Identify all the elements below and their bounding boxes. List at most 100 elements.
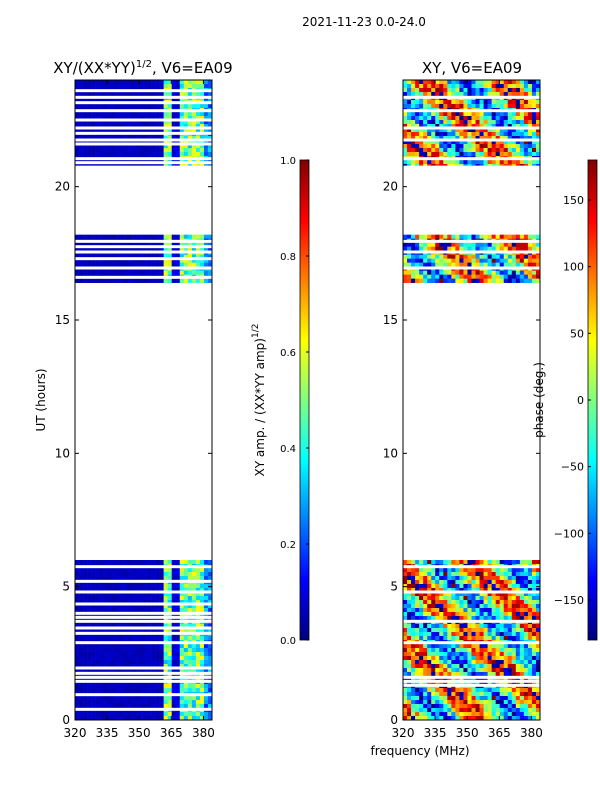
heatmap-cell <box>407 700 412 705</box>
heatmap-cell <box>503 132 509 137</box>
heatmap-cell <box>159 568 164 573</box>
heatmap-cell <box>423 104 428 109</box>
heatmap-cell <box>455 616 460 621</box>
heatmap-cell <box>507 100 513 105</box>
heatmap-cell <box>207 92 213 97</box>
heatmap-cell <box>503 258 509 263</box>
heatmap-cell <box>451 258 456 263</box>
heatmap-cell <box>459 588 464 593</box>
heatmap-cell <box>407 668 412 673</box>
heatmap-cell <box>455 704 460 709</box>
heatmap-cell <box>83 258 88 263</box>
heatmap-cell <box>535 120 541 125</box>
heatmap-cell <box>123 124 128 129</box>
heatmap-cell <box>403 128 408 133</box>
heatmap-cell <box>479 254 484 259</box>
heatmap-cell <box>163 624 168 629</box>
heatmap-cell <box>427 234 432 239</box>
heatmap-cell <box>183 128 189 133</box>
heatmap-cell <box>147 660 152 665</box>
heatmap-cell <box>99 262 104 267</box>
heatmap-cell <box>475 716 480 721</box>
heatmap-cell <box>515 672 521 677</box>
heatmap-cell <box>467 636 472 641</box>
amplitude-colorbar-ticks: 0.00.20.40.60.81.0 <box>280 156 309 647</box>
heatmap-cell <box>495 604 501 609</box>
heatmap-cell <box>131 660 136 665</box>
heatmap-cell <box>459 148 464 153</box>
heatmap-cell <box>519 612 525 617</box>
heatmap-cell <box>179 254 185 259</box>
heatmap-cell <box>531 708 537 713</box>
heatmap-cell <box>199 668 205 673</box>
heatmap-cell <box>439 716 444 721</box>
heatmap-cell <box>431 258 436 263</box>
heatmap-cell <box>171 84 177 89</box>
heatmap-cell <box>135 656 140 661</box>
heatmap-cell <box>87 716 92 721</box>
heatmap-cell <box>87 644 92 649</box>
heatmap-cell <box>531 648 537 653</box>
heatmap-cell <box>207 700 213 705</box>
heatmap-cell <box>95 140 100 145</box>
heatmap-cell <box>479 148 484 153</box>
heatmap-cell <box>479 576 484 581</box>
heatmap-cell <box>527 696 533 701</box>
heatmap-cell <box>415 274 420 279</box>
heatmap-cell <box>427 712 432 717</box>
heatmap-cell <box>471 644 476 649</box>
heatmap-cell <box>127 164 132 166</box>
heatmap-cell <box>131 624 136 629</box>
heatmap-cell <box>171 270 177 275</box>
heatmap-cell <box>87 80 92 85</box>
heatmap-cell <box>191 712 197 717</box>
heatmap-cell <box>107 84 112 89</box>
heatmap-cell <box>519 644 525 649</box>
heatmap-cell <box>107 656 112 661</box>
heatmap-cell <box>495 592 501 597</box>
heatmap-cell <box>111 700 116 705</box>
heatmap-cell <box>487 716 492 721</box>
heatmap-cell <box>119 576 124 581</box>
heatmap-cell <box>199 644 205 649</box>
heatmap-cell <box>535 584 541 589</box>
heatmap-cell <box>203 246 209 251</box>
heatmap-cell <box>455 624 460 629</box>
heatmap-cell <box>179 576 185 581</box>
heatmap-cell <box>207 568 213 573</box>
heatmap-cell <box>403 84 408 89</box>
heatmap-cell <box>447 648 452 653</box>
heatmap-cell <box>527 242 533 247</box>
heatmap-cell <box>483 144 488 149</box>
heatmap-cell <box>411 152 416 157</box>
heatmap-cell <box>179 584 185 589</box>
heatmap-cell <box>511 80 517 85</box>
heatmap-cell <box>403 584 408 589</box>
heatmap-cell <box>479 262 484 267</box>
heatmap-cell <box>483 572 488 577</box>
heatmap-cell <box>99 568 104 573</box>
heatmap-cell <box>135 140 140 145</box>
heatmap-cell <box>187 712 193 717</box>
heatmap-cell <box>151 84 156 89</box>
heatmap-cell <box>87 254 92 259</box>
heatmap-cell <box>143 270 148 275</box>
heatmap-cell <box>75 644 80 649</box>
heatmap-cell <box>431 656 436 661</box>
heatmap-cell <box>455 580 460 585</box>
heatmap-cell <box>503 644 509 649</box>
heatmap-cell <box>471 632 476 637</box>
heatmap-cell <box>503 92 509 97</box>
heatmap-cell <box>523 112 529 117</box>
heatmap-cell <box>127 120 132 125</box>
heatmap-cell <box>151 652 156 657</box>
heatmap-cell <box>499 708 505 713</box>
heatmap-cell <box>471 116 476 121</box>
heatmap-cell <box>415 596 420 601</box>
heatmap-cell <box>159 604 164 609</box>
heatmap-cell <box>143 604 148 609</box>
heatmap-cell <box>423 112 428 117</box>
heatmap-cell <box>459 628 464 633</box>
heatmap-cell <box>183 704 189 709</box>
heatmap-cell <box>135 592 140 597</box>
